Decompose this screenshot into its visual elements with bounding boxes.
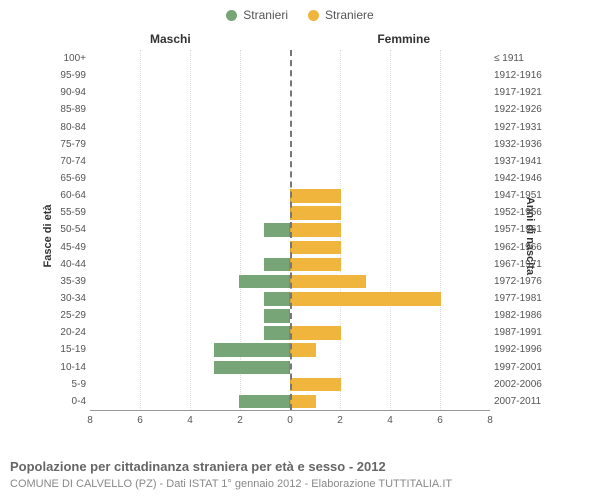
chart-area: Maschi Femmine Fasce di età Anni di nasc… bbox=[50, 30, 530, 430]
bar-male bbox=[264, 292, 290, 306]
birth-year-label: 1987-1991 bbox=[494, 324, 554, 341]
birth-year-label: 1997-2001 bbox=[494, 359, 554, 376]
bar-female bbox=[290, 275, 366, 289]
bar-male bbox=[239, 395, 290, 409]
bar-male bbox=[264, 223, 290, 237]
birth-year-label: 1947-1951 bbox=[494, 187, 554, 204]
age-label: 45-49 bbox=[42, 239, 86, 256]
age-label: 95-99 bbox=[42, 67, 86, 84]
legend: Stranieri Straniere bbox=[0, 0, 600, 22]
x-tick-label: 4 bbox=[187, 415, 193, 426]
birth-year-label: 1977-1981 bbox=[494, 290, 554, 307]
x-tick-label: 2 bbox=[337, 415, 343, 426]
age-label: 70-74 bbox=[42, 153, 86, 170]
x-tick-label: 6 bbox=[437, 415, 443, 426]
birth-year-label: 1917-1921 bbox=[494, 84, 554, 101]
bar-male bbox=[214, 361, 290, 375]
x-tick-label: 4 bbox=[387, 415, 393, 426]
bar-female bbox=[290, 223, 341, 237]
bar-female bbox=[290, 326, 341, 340]
age-label: 90-94 bbox=[42, 84, 86, 101]
legend-label-male: Stranieri bbox=[243, 8, 288, 22]
age-label: 20-24 bbox=[42, 324, 86, 341]
center-dashed-line bbox=[290, 50, 292, 410]
age-label: 65-69 bbox=[42, 170, 86, 187]
legend-swatch-female bbox=[308, 10, 319, 21]
x-tick-label: 8 bbox=[87, 415, 93, 426]
bar-male bbox=[239, 275, 290, 289]
bar-female bbox=[290, 189, 341, 203]
bar-female bbox=[290, 378, 341, 392]
x-tick-label: 6 bbox=[137, 415, 143, 426]
bar-male bbox=[264, 309, 290, 323]
age-label: 85-89 bbox=[42, 101, 86, 118]
birth-year-label: 1982-1986 bbox=[494, 307, 554, 324]
age-label: 5-9 bbox=[42, 376, 86, 393]
x-tick-label: 8 bbox=[487, 415, 493, 426]
birth-year-label: 1952-1956 bbox=[494, 204, 554, 221]
age-label: 0-4 bbox=[42, 393, 86, 410]
age-label: 35-39 bbox=[42, 273, 86, 290]
birth-year-label: 1967-1971 bbox=[494, 256, 554, 273]
bar-female bbox=[290, 258, 341, 272]
age-label: 55-59 bbox=[42, 204, 86, 221]
column-title-female: Femmine bbox=[377, 32, 430, 46]
bar-male bbox=[264, 326, 290, 340]
birth-year-label: ≤ 1911 bbox=[494, 50, 554, 67]
birth-year-label: 1942-1946 bbox=[494, 170, 554, 187]
chart-subtitle: COMUNE DI CALVELLO (PZ) - Dati ISTAT 1° … bbox=[10, 478, 452, 490]
age-label: 10-14 bbox=[42, 359, 86, 376]
birth-year-label: 1992-1996 bbox=[494, 341, 554, 358]
column-title-male: Maschi bbox=[150, 32, 191, 46]
birth-year-label: 2007-2011 bbox=[494, 393, 554, 410]
age-label: 30-34 bbox=[42, 290, 86, 307]
bar-male bbox=[214, 343, 290, 357]
age-label: 80-84 bbox=[42, 119, 86, 136]
age-label: 15-19 bbox=[42, 341, 86, 358]
bar-female bbox=[290, 343, 316, 357]
birth-year-label: 1972-1976 bbox=[494, 273, 554, 290]
birth-year-label: 1912-1916 bbox=[494, 67, 554, 84]
age-label: 60-64 bbox=[42, 187, 86, 204]
bar-female bbox=[290, 292, 441, 306]
x-tick-label: 2 bbox=[237, 415, 243, 426]
chart-title: Popolazione per cittadinanza straniera p… bbox=[10, 459, 386, 474]
birth-year-label: 1932-1936 bbox=[494, 136, 554, 153]
birth-year-label: 1962-1966 bbox=[494, 239, 554, 256]
birth-year-label: 2002-2006 bbox=[494, 376, 554, 393]
age-label: 25-29 bbox=[42, 307, 86, 324]
legend-item-female: Straniere bbox=[308, 8, 374, 22]
age-label: 100+ bbox=[42, 50, 86, 67]
bar-female bbox=[290, 395, 316, 409]
birth-year-label: 1927-1931 bbox=[494, 119, 554, 136]
bar-female bbox=[290, 206, 341, 220]
legend-item-male: Stranieri bbox=[226, 8, 288, 22]
bar-female bbox=[290, 241, 341, 255]
birth-year-label: 1937-1941 bbox=[494, 153, 554, 170]
birth-year-label: 1922-1926 bbox=[494, 101, 554, 118]
age-label: 40-44 bbox=[42, 256, 86, 273]
plot-area: 864202468100+≤ 191195-991912-191690-9419… bbox=[90, 50, 490, 411]
age-label: 75-79 bbox=[42, 136, 86, 153]
bar-male bbox=[264, 258, 290, 272]
birth-year-label: 1957-1961 bbox=[494, 221, 554, 238]
x-tick-label: 0 bbox=[287, 415, 293, 426]
age-label: 50-54 bbox=[42, 221, 86, 238]
legend-swatch-male bbox=[226, 10, 237, 21]
legend-label-female: Straniere bbox=[325, 8, 374, 22]
